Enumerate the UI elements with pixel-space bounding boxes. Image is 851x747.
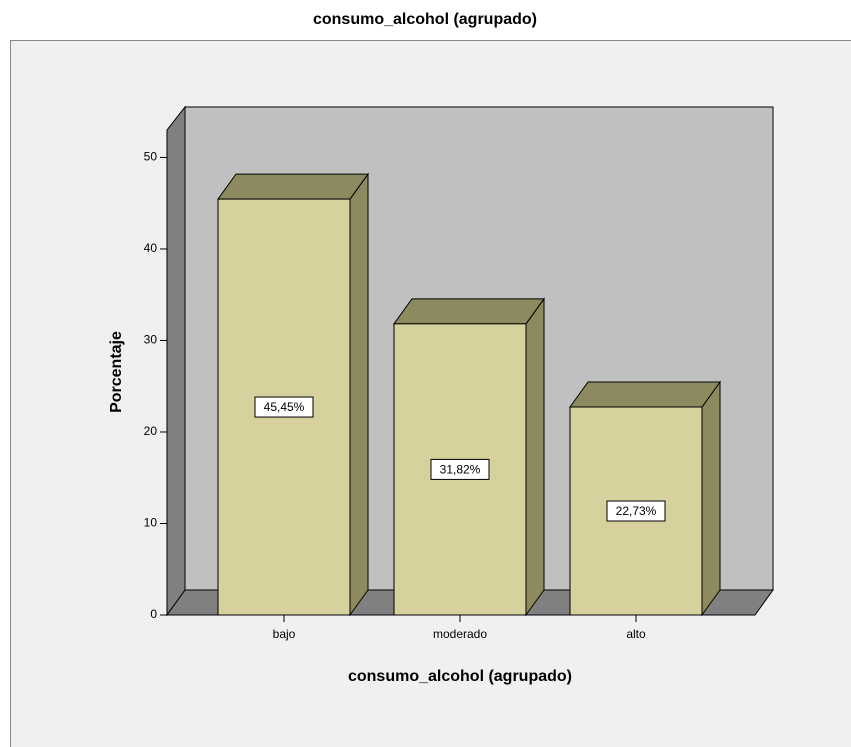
x-axis-label: consumo_alcohol (agrupado) [348,668,572,685]
bar-top [217,173,369,200]
data-label-box [254,396,314,418]
y-tick-label: 0 [150,607,157,621]
data-label: 22,73% [616,504,657,518]
x-tick-label: alto [626,627,646,641]
data-label-box [606,500,666,522]
y-tick-label: 10 [144,516,158,530]
bar-top [569,381,721,408]
x-tick-label: bajo [273,627,296,641]
y-tick-label: 20 [144,424,158,438]
chart-title: consumo_alcohol (agrupado) [313,11,537,28]
bar-side [525,297,545,617]
x-tick-label: moderado [433,627,487,641]
y-axis-label: Porcentaje [108,331,125,413]
bar-side [349,172,369,617]
data-label: 31,82% [440,463,481,477]
data-label: 45,45% [264,400,305,414]
y-tick-label: 50 [144,150,158,164]
bar-side [701,380,721,617]
side-wall [166,105,186,617]
y-tick-label: 30 [144,333,158,347]
data-label-box [430,458,490,480]
bar-top [393,298,545,325]
y-tick-label: 40 [144,241,158,255]
